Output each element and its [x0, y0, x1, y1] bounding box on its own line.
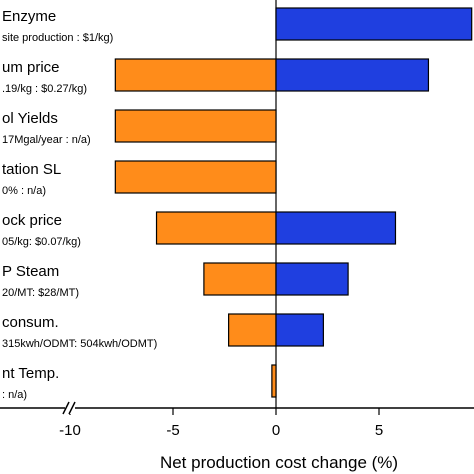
- category-label-6: P Steam: [2, 263, 59, 280]
- bar-positive-5: [275, 211, 397, 245]
- x-tick-label-1: -10: [59, 422, 81, 439]
- bar-positive-1: [275, 7, 473, 41]
- bar-negative-6: [203, 262, 277, 296]
- category-label-8: nt Temp.: [2, 365, 59, 382]
- category-label-5: ock price: [2, 212, 62, 229]
- bar-negative-7: [228, 313, 277, 347]
- category-label-1: Enzyme: [2, 8, 56, 25]
- category-label-7: consum.: [2, 314, 59, 331]
- bar-negative-5: [155, 211, 277, 245]
- x-tick-label-3: 0: [272, 422, 280, 439]
- x-axis-title: Net production cost change (%): [160, 453, 398, 472]
- category-sub-label-2: .19/kg : $0.27/kg): [2, 83, 87, 95]
- x-tick-label-2: -5: [166, 422, 179, 439]
- bar-negative-3: [114, 109, 277, 143]
- bar-positive-7: [275, 313, 324, 347]
- category-sub-label-3: 17Mgal/year : n/a): [2, 134, 91, 146]
- x-tick-label-4: 5: [375, 422, 383, 439]
- bar-positive-6: [275, 262, 349, 296]
- category-labels: Enzyme site production : $1/kg) um price .1…: [2, 8, 157, 401]
- x-axis: -10 -5 0 5: [59, 401, 383, 439]
- category-sub-label-1: site production : $1/kg): [2, 32, 113, 44]
- bars-group: [114, 7, 473, 398]
- category-sub-label-4: 0% : n/a): [2, 185, 46, 197]
- category-sub-label-7: 315kwh/ODMT: 504kwh/ODMT): [2, 338, 157, 350]
- category-sub-label-8: : n/a): [2, 389, 27, 401]
- axis-break-slash-1: [62, 401, 70, 415]
- bar-negative-2: [114, 58, 277, 92]
- category-label-3: ol Yields: [2, 110, 58, 127]
- category-sub-label-6: 20/MT: $28/MT): [2, 287, 79, 299]
- axis-break-slash-2: [68, 401, 76, 415]
- bar-positive-2: [275, 58, 430, 92]
- axis-break-gap: [65, 402, 75, 414]
- category-label-2: um price: [2, 59, 60, 76]
- category-label-4: tation SL: [2, 161, 61, 178]
- bar-negative-4: [114, 160, 277, 194]
- bar-negative-8: [271, 364, 277, 398]
- category-sub-label-5: 05/kg: $0.07/kg): [2, 236, 81, 248]
